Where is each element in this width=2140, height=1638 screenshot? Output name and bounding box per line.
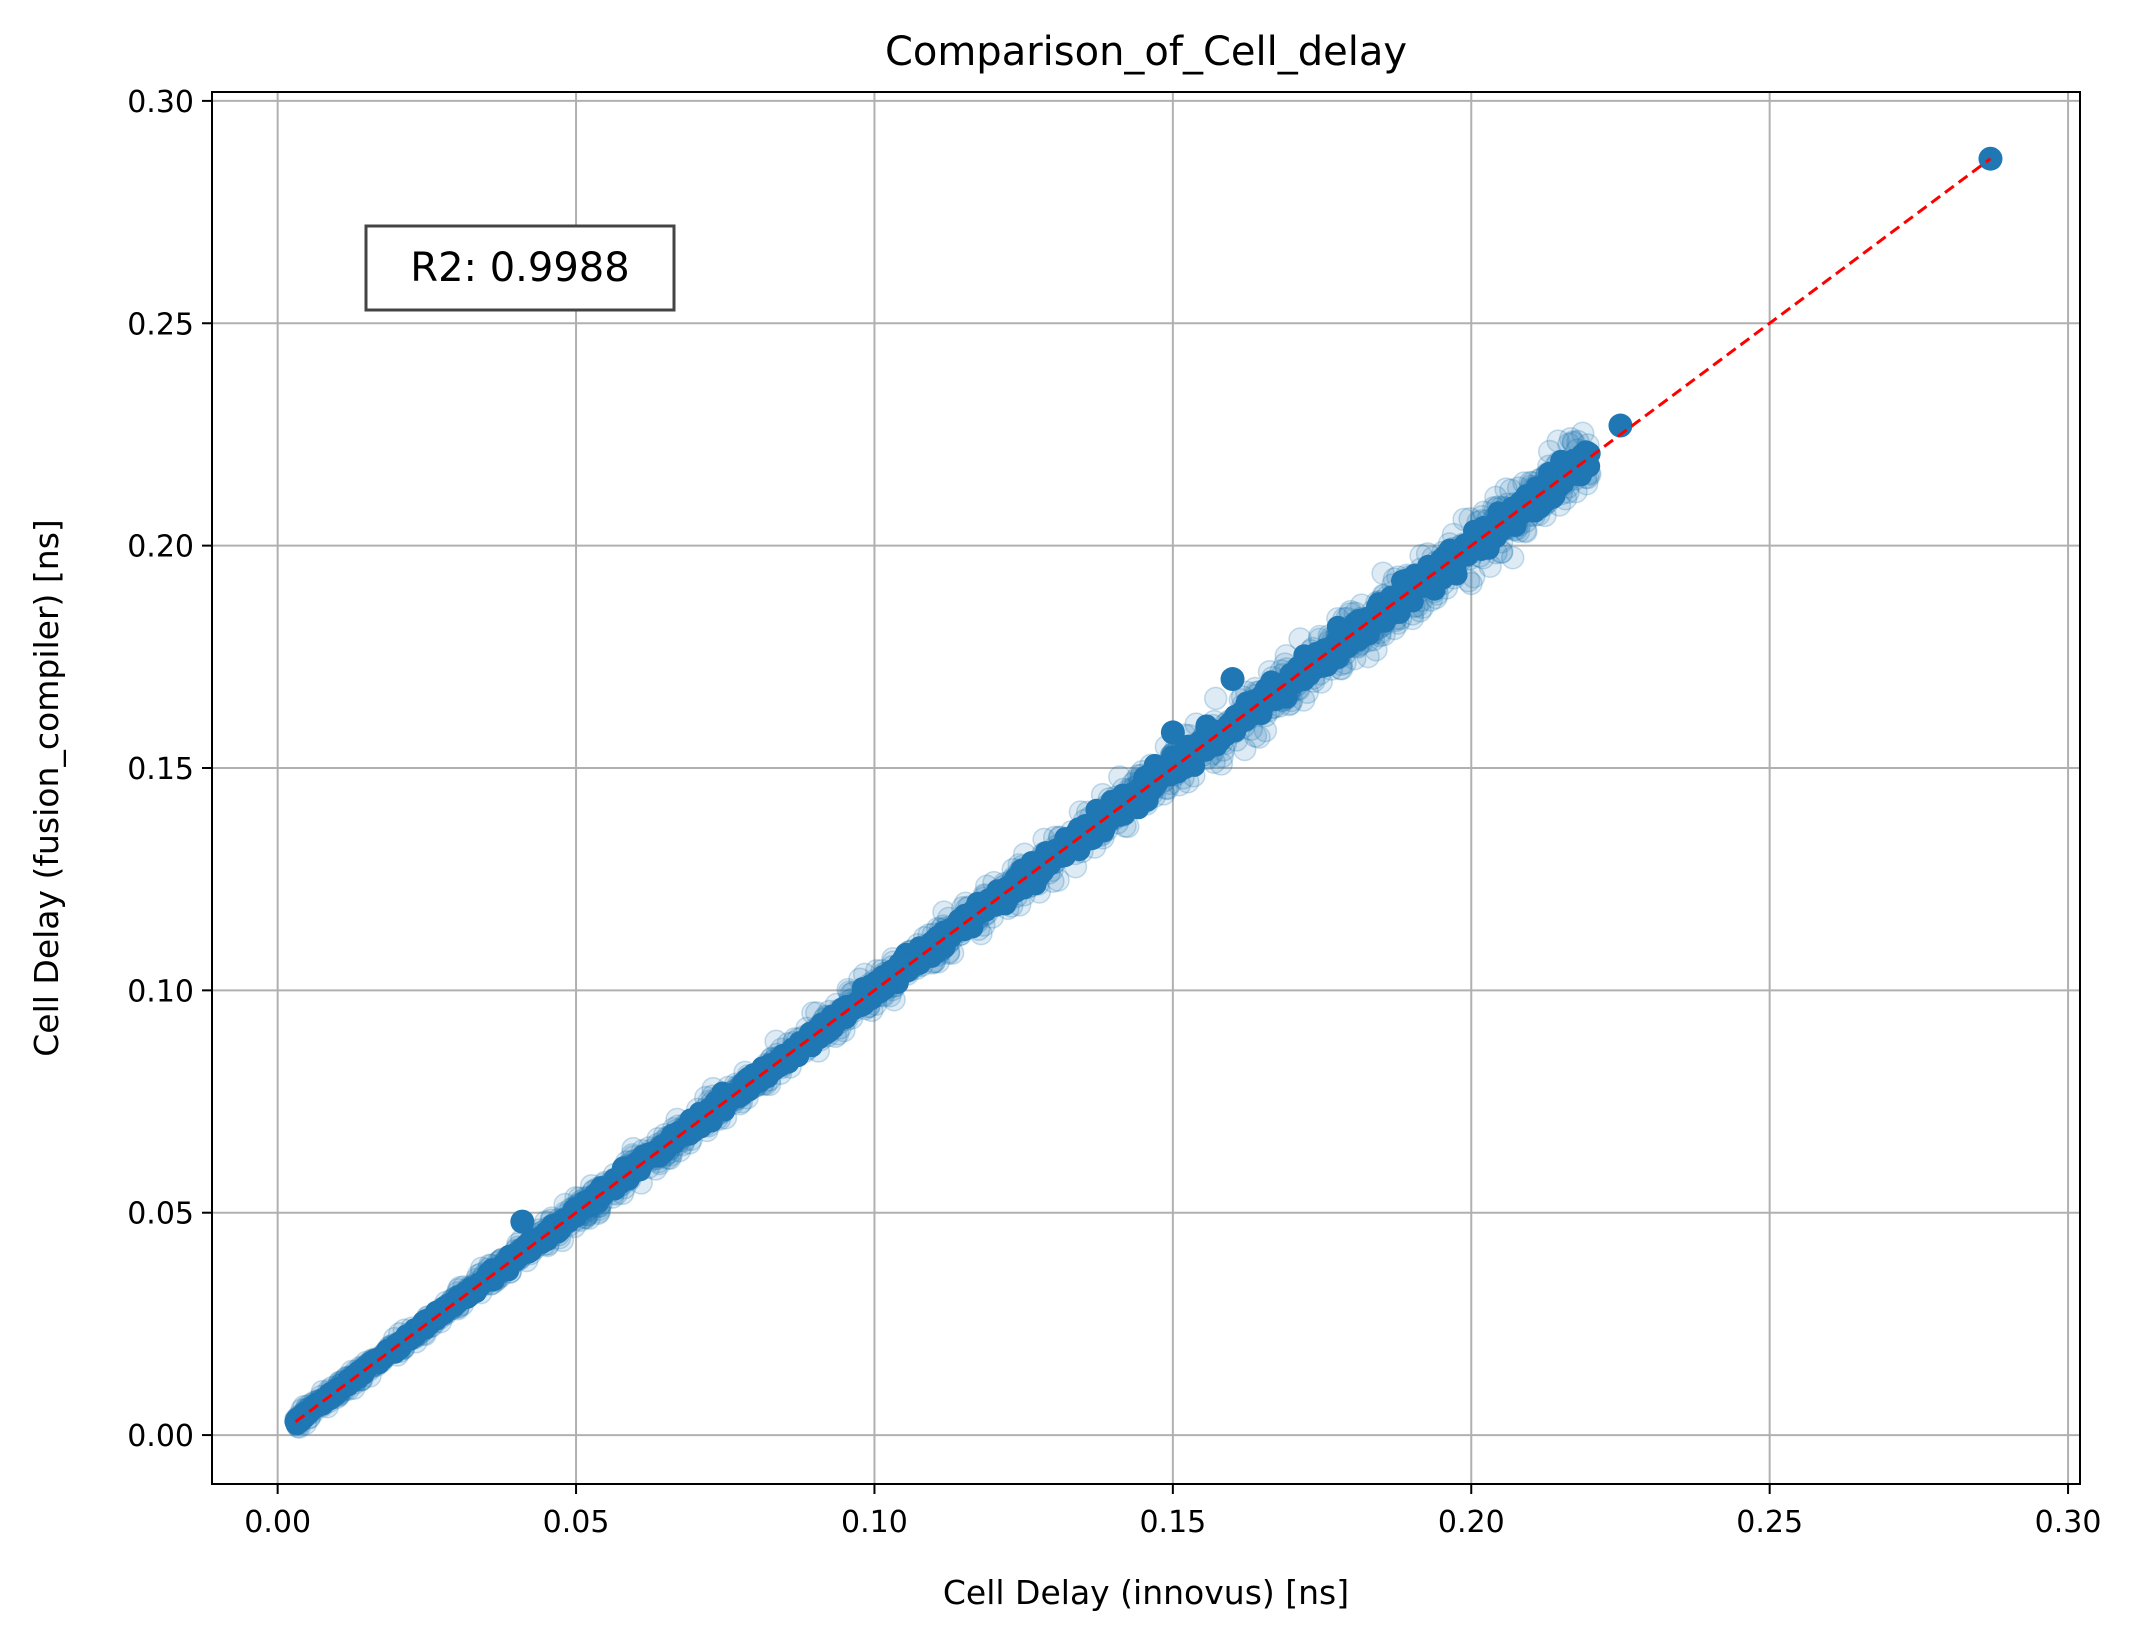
y-tick-label: 0.30 xyxy=(127,85,194,120)
data-point xyxy=(1092,820,1115,843)
data-point xyxy=(1443,556,1466,579)
data-point xyxy=(740,1075,763,1098)
r2-annotation: R2: 0.9988 xyxy=(364,224,676,312)
data-point xyxy=(697,1098,720,1121)
data-point-faint xyxy=(1500,545,1525,570)
data-point xyxy=(1067,824,1090,847)
data-point xyxy=(1210,724,1233,747)
x-ticks: 0.00 0.05 0.10 0.15 0.20 0.25 0.30 xyxy=(244,1484,2101,1540)
y-tick-label: 0.00 xyxy=(127,1419,194,1454)
data-point xyxy=(1557,465,1580,488)
x-axis-label: Cell Delay (innovus) [ns] xyxy=(943,1573,1349,1612)
data-point xyxy=(588,1181,611,1204)
plot-frame xyxy=(211,91,2081,1485)
data-point xyxy=(1329,637,1352,659)
data-point xyxy=(359,1351,382,1374)
data-point-faint xyxy=(1371,561,1395,585)
data-point-faint xyxy=(1247,725,1271,749)
data-point-faint xyxy=(1232,737,1257,762)
x-tick-label: 0.30 xyxy=(2035,1505,2102,1540)
data-point xyxy=(945,913,968,936)
data-point-outlier xyxy=(1160,720,1185,745)
x-tick-label: 0.00 xyxy=(244,1505,311,1540)
y-tick-label: 0.20 xyxy=(127,530,194,565)
y-tick-label: 0.25 xyxy=(127,307,194,342)
data-point xyxy=(1347,629,1370,652)
y-tick-label: 0.15 xyxy=(127,752,194,787)
x-tick-label: 0.25 xyxy=(1736,1505,1803,1540)
y-tick-label: 0.05 xyxy=(127,1197,194,1232)
r2-annotation-text: R2: 0.9988 xyxy=(410,245,629,291)
x-tick-label: 0.10 xyxy=(841,1505,908,1540)
data-point xyxy=(1408,570,1431,592)
data-point xyxy=(986,879,1009,902)
data-point xyxy=(666,1121,689,1144)
x-tick-label: 0.05 xyxy=(543,1505,610,1540)
data-point xyxy=(755,1062,778,1085)
reference-line xyxy=(294,157,1992,1423)
data-point xyxy=(1004,867,1027,890)
data-point xyxy=(312,1388,335,1411)
r2-annotation-box xyxy=(364,224,676,312)
data-point xyxy=(817,1018,839,1041)
data-point xyxy=(1370,606,1393,629)
chart-title: Comparison_of_Cell_delay xyxy=(885,29,1407,75)
y-tick-label: 0.10 xyxy=(127,974,194,1009)
data-point xyxy=(1520,496,1543,519)
data-point xyxy=(456,1286,479,1309)
data-point xyxy=(1574,440,1597,463)
data-point-faint xyxy=(1203,686,1228,711)
y-axis-label: Cell Delay (fusion_compiler) [ns] xyxy=(27,519,66,1057)
y-ticks: 0.00 0.05 0.10 0.15 0.20 0.25 0.30 xyxy=(127,85,212,1454)
data-points xyxy=(283,146,2003,1439)
x-tick-label: 0.15 xyxy=(1139,1505,1206,1540)
data-point-outlier xyxy=(510,1209,535,1234)
data-point xyxy=(1460,530,1482,553)
data-point xyxy=(423,1304,446,1327)
data-point-outlier xyxy=(1220,667,1245,692)
x-tick-label: 0.20 xyxy=(1438,1505,1505,1540)
data-point xyxy=(1537,481,1560,504)
